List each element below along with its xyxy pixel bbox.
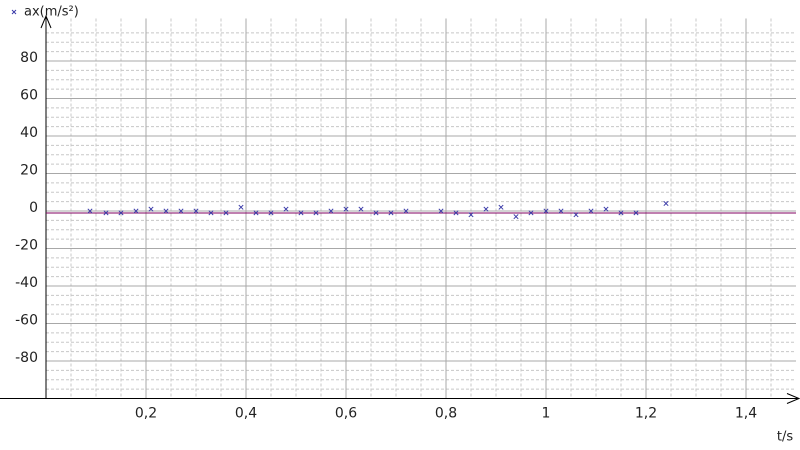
point bbox=[193, 208, 199, 214]
y-tick-label: -20 bbox=[15, 238, 38, 254]
point bbox=[253, 210, 259, 216]
point bbox=[208, 210, 214, 216]
point bbox=[498, 204, 504, 210]
point bbox=[118, 210, 124, 216]
y-axis-arrow bbox=[40, 14, 52, 29]
x-tick-label: 1,2 bbox=[635, 406, 657, 422]
y-tick-label: 0 bbox=[29, 200, 38, 216]
point bbox=[663, 200, 669, 207]
point bbox=[148, 206, 154, 212]
y-tick-label: 20 bbox=[20, 163, 38, 179]
point bbox=[453, 210, 459, 216]
legend-marker bbox=[11, 9, 17, 15]
point bbox=[268, 210, 274, 216]
point bbox=[103, 210, 109, 216]
point bbox=[573, 212, 579, 218]
point bbox=[223, 210, 229, 216]
y-tick-label: -60 bbox=[15, 313, 38, 329]
point bbox=[133, 208, 139, 214]
y-tick-label: -40 bbox=[15, 275, 38, 291]
point bbox=[358, 206, 364, 212]
point bbox=[633, 210, 639, 216]
point bbox=[178, 208, 184, 214]
point bbox=[388, 210, 394, 216]
y-tick-label: 60 bbox=[20, 88, 38, 104]
y-tick-label: 80 bbox=[20, 50, 38, 66]
point bbox=[343, 206, 349, 212]
x-tick-label: 0,6 bbox=[335, 406, 357, 422]
point bbox=[618, 210, 624, 216]
point bbox=[588, 208, 594, 214]
point bbox=[528, 210, 534, 216]
y-tick-label: 40 bbox=[20, 125, 38, 141]
legend-label: ax(m/s²) bbox=[24, 5, 79, 20]
point bbox=[603, 206, 609, 212]
point bbox=[163, 208, 169, 214]
point bbox=[558, 208, 564, 214]
point bbox=[468, 212, 474, 218]
point bbox=[403, 208, 409, 214]
y-tick-label: -80 bbox=[15, 350, 38, 366]
point bbox=[513, 214, 519, 220]
x-axis-arrow bbox=[786, 393, 800, 404]
x-axis-label: t/s bbox=[777, 430, 793, 445]
x-tick-label: 0,8 bbox=[435, 406, 457, 422]
point bbox=[313, 210, 319, 216]
x-tick-label: 0,2 bbox=[135, 406, 157, 422]
point bbox=[373, 210, 379, 216]
point bbox=[328, 208, 334, 214]
x-tick-label: 1 bbox=[542, 406, 551, 422]
point bbox=[298, 210, 304, 216]
point bbox=[483, 206, 489, 212]
x-tick-label: 1,4 bbox=[735, 406, 757, 422]
point bbox=[283, 206, 289, 212]
point bbox=[438, 208, 444, 214]
x-tick-label: 0,4 bbox=[235, 406, 257, 422]
point bbox=[87, 208, 93, 214]
point bbox=[238, 204, 244, 210]
point bbox=[543, 208, 549, 214]
